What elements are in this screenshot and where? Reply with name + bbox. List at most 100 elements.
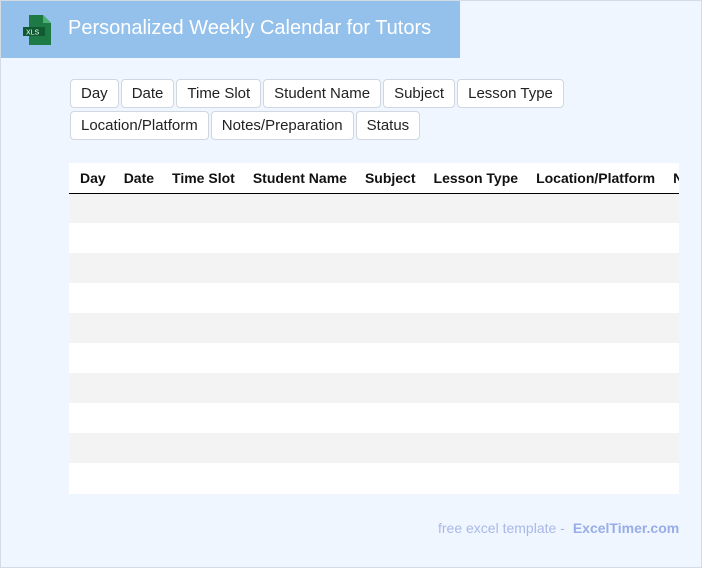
table-cell[interactable] [161,433,242,463]
table-cell[interactable] [354,463,423,493]
table-cell[interactable] [662,223,679,253]
table-cell[interactable] [525,253,663,283]
table-cell[interactable] [423,403,526,433]
column-header: Notes/Preparation [662,163,679,194]
table-cell[interactable] [525,223,662,253]
table-cell[interactable] [354,403,423,433]
table-cell[interactable] [161,253,242,283]
table-cell[interactable] [662,253,679,283]
column-chip[interactable]: Day [70,79,119,108]
table-cell[interactable] [242,463,354,493]
table-cell[interactable] [423,343,526,373]
table-cell[interactable] [422,193,526,223]
table-cell[interactable] [161,403,242,433]
column-chip[interactable]: Lesson Type [457,79,564,108]
table-cell[interactable] [525,433,663,463]
table-cell[interactable] [69,313,113,343]
table-cell[interactable] [423,463,526,493]
table-cell[interactable] [112,433,162,463]
table-row [69,313,679,343]
table-cell[interactable] [525,193,663,223]
column-chip[interactable]: Location/Platform [70,111,209,140]
table-cell[interactable] [113,343,161,373]
table-cell[interactable] [113,223,161,253]
table-cell[interactable] [662,463,679,493]
table-cell[interactable] [354,283,423,313]
column-chip[interactable]: Status [355,111,421,140]
table-cell[interactable] [662,193,679,223]
table-cell[interactable] [353,373,423,403]
table-row [69,253,679,283]
table-cell[interactable] [241,253,354,283]
table-cell[interactable] [161,193,242,223]
table-cell[interactable] [161,463,242,493]
table-cell[interactable] [69,253,113,283]
table-cell[interactable] [242,223,354,253]
table-cell[interactable] [113,403,161,433]
table-cell[interactable] [112,313,162,343]
column-chip[interactable]: Student Name [263,79,382,108]
table-row [69,403,679,433]
column-chip[interactable]: Subject [383,79,456,108]
table-cell[interactable] [112,253,162,283]
table-cell[interactable] [662,313,679,343]
table-cell[interactable] [242,403,354,433]
table-cell[interactable] [354,343,423,373]
table-cell[interactable] [241,193,354,223]
table-cell[interactable] [662,433,679,463]
table-cell[interactable] [353,193,423,223]
table-cell[interactable] [161,373,242,403]
table-cell[interactable] [662,343,679,373]
table-cell[interactable] [112,193,162,223]
table-cell[interactable] [69,463,113,493]
table-cell[interactable] [69,433,113,463]
table-cell[interactable] [112,373,162,403]
table-cell[interactable] [423,283,526,313]
table-cell[interactable] [69,283,113,313]
table-cell[interactable] [69,373,113,403]
column-header: Subject [353,163,423,194]
table-cell[interactable] [422,433,526,463]
table-cell[interactable] [161,223,242,253]
calendar-table: Day Date Time Slot Student Name Subject Lesso… [69,163,679,494]
table-cell[interactable] [241,433,354,463]
table-cell[interactable] [525,313,663,343]
table-cell[interactable] [161,283,242,313]
column-chip[interactable]: Notes/Preparation [210,111,354,140]
table-cell[interactable] [161,343,242,373]
table-cell[interactable] [241,313,354,343]
table-cell[interactable] [662,403,679,433]
page-title: Personalized Weekly Calendar for Tutors [68,17,432,39]
table-cell[interactable] [662,373,679,403]
brand-link[interactable]: ExcelTimer.com [572,520,680,536]
table-cell[interactable] [353,313,423,343]
table-cell[interactable] [69,343,113,373]
table-cell[interactable] [113,283,161,313]
table-cell[interactable] [161,313,242,343]
table-cell[interactable] [69,403,113,433]
table-cell[interactable] [242,283,354,313]
column-header: Lesson Type [422,163,526,194]
table-cell[interactable] [525,403,662,433]
table-cell[interactable] [69,193,113,223]
column-header: Student Name [241,163,354,194]
table-cell[interactable] [423,223,526,253]
table-cell[interactable] [422,253,526,283]
table-cell[interactable] [525,373,663,403]
column-chip[interactable]: Time Slot [176,79,262,108]
table-cell[interactable] [242,343,354,373]
table-cell[interactable] [353,253,423,283]
table-cell[interactable] [354,223,423,253]
table-cell[interactable] [241,373,354,403]
table-cell[interactable] [525,463,662,493]
table-cell[interactable] [422,373,526,403]
table-cell[interactable] [69,223,113,253]
table-cell[interactable] [113,463,161,493]
column-chip[interactable]: Date [120,79,175,108]
table-cell[interactable] [662,283,679,313]
table-cell[interactable] [422,313,526,343]
table-cell[interactable] [525,283,662,313]
table-cell[interactable] [525,343,662,373]
table-cell[interactable] [353,433,423,463]
table-row [69,373,679,403]
